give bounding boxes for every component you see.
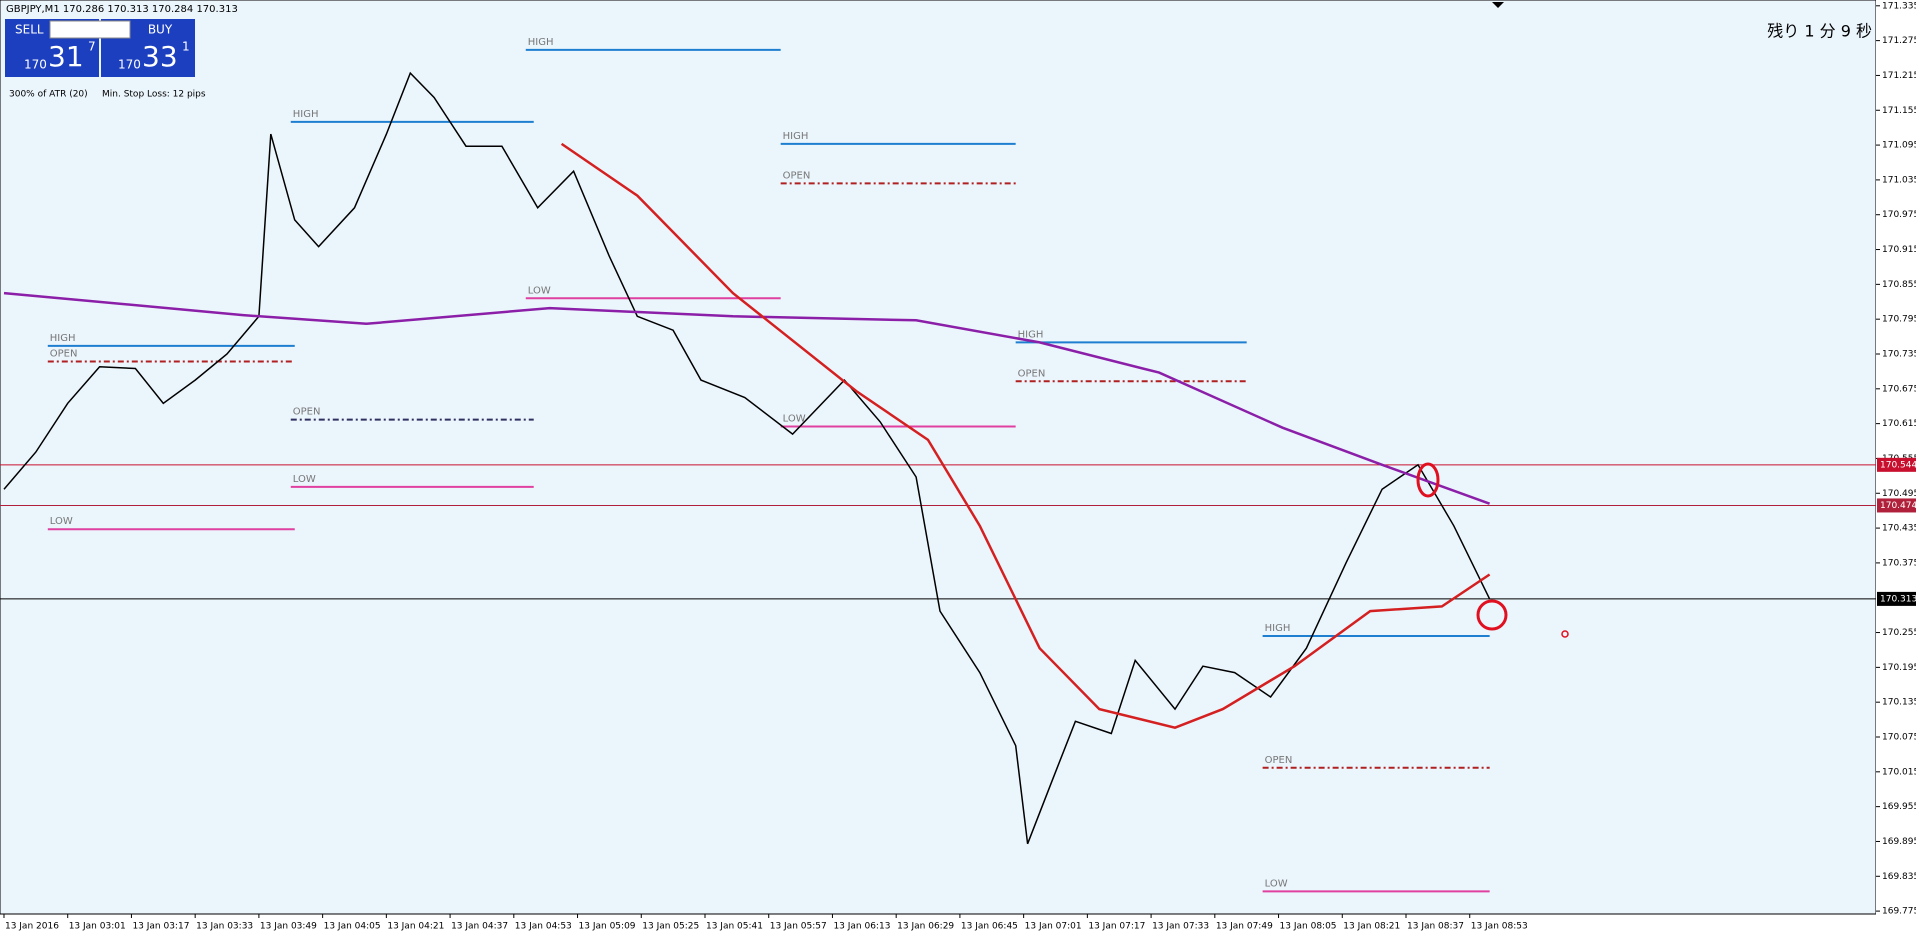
x-tick-label: 13 Jan 04:53 bbox=[515, 922, 572, 932]
x-tick-label: 13 Jan 03:17 bbox=[132, 922, 189, 932]
level-label: OPEN bbox=[50, 349, 78, 360]
level-label: HIGH bbox=[50, 333, 76, 344]
level-label: HIGH bbox=[1265, 623, 1291, 634]
y-tick-label: 170.855 bbox=[1882, 280, 1916, 290]
y-tick-label: 170.015 bbox=[1882, 767, 1916, 777]
level-label: OPEN bbox=[783, 170, 811, 181]
bar-timer: 残り 1 分 9 秒 bbox=[1767, 22, 1872, 41]
trade-panel: SELL 1.00 BUY 170 31 7 170 33 1 bbox=[5, 19, 195, 77]
price-tag-label: 170.544 bbox=[1880, 460, 1916, 470]
stop-info: Min. Stop Loss: 12 pips bbox=[102, 90, 206, 100]
x-tick-label: 13 Jan 08:53 bbox=[1471, 922, 1528, 932]
buy-label: BUY bbox=[148, 23, 173, 37]
y-tick-label: 170.495 bbox=[1882, 489, 1916, 499]
y-tick-label: 170.675 bbox=[1882, 384, 1916, 394]
y-tick-label: 170.075 bbox=[1882, 733, 1916, 743]
price-tag bbox=[1877, 457, 1916, 472]
y-tick-label: 171.155 bbox=[1882, 106, 1916, 116]
x-tick-label: 13 Jan 05:57 bbox=[770, 922, 827, 932]
y-tick-label: 170.615 bbox=[1882, 419, 1916, 429]
sell-price-fraction: 7 bbox=[88, 40, 96, 54]
y-tick-label: 170.915 bbox=[1882, 245, 1916, 255]
level-label: OPEN bbox=[1265, 755, 1293, 766]
y-tick-label: 170.435 bbox=[1882, 524, 1916, 534]
x-tick-label: 13 Jan 08:21 bbox=[1343, 922, 1400, 932]
level-label: HIGH bbox=[1018, 329, 1044, 340]
level-label: HIGH bbox=[293, 109, 319, 120]
sell-price-pips: 31 bbox=[48, 40, 84, 73]
highlight-circle bbox=[1476, 599, 1508, 631]
y-tick-label: 169.775 bbox=[1882, 907, 1916, 917]
level-label: HIGH bbox=[783, 131, 809, 142]
x-tick-label: 13 Jan 2016 bbox=[5, 922, 59, 932]
level-label: HIGH bbox=[528, 37, 554, 48]
y-tick-label: 169.955 bbox=[1882, 802, 1916, 812]
series-line bbox=[560, 142, 1491, 730]
price-tag-label: 170.474 bbox=[1880, 501, 1916, 511]
marks: HIGH HIGH HIGH HIGH HIGH HIGH LOW LOW LOW LOW LOW O… bbox=[0, 37, 1876, 893]
buy-price-pips: 33 bbox=[142, 40, 178, 73]
x-tick-label: 13 Jan 03:01 bbox=[69, 922, 126, 932]
level-label: OPEN bbox=[1018, 368, 1046, 379]
buy-price-big: 170 bbox=[118, 58, 141, 72]
x-tick-label: 13 Jan 04:05 bbox=[324, 922, 381, 932]
x-tick-label: 13 Jan 07:01 bbox=[1025, 922, 1082, 932]
y-tick-label: 170.135 bbox=[1882, 698, 1916, 708]
y-tick-label: 170.255 bbox=[1882, 628, 1916, 638]
symbol-line: GBPJPY,M1 170.286 170.313 170.284 170.31… bbox=[6, 4, 238, 15]
x-tick-label: 13 Jan 05:25 bbox=[642, 922, 699, 932]
y-tick-label: 171.275 bbox=[1882, 36, 1916, 46]
x-tick-label: 13 Jan 06:13 bbox=[833, 922, 890, 932]
shift-marker bbox=[1492, 2, 1504, 8]
x-tick-label: 13 Jan 08:05 bbox=[1280, 922, 1337, 932]
x-tick-label: 13 Jan 05:41 bbox=[706, 922, 763, 932]
y-tick-label: 170.795 bbox=[1882, 315, 1916, 325]
y-tick-label: 170.975 bbox=[1882, 210, 1916, 220]
marker-dot bbox=[1561, 630, 1569, 638]
x-tick-label: 13 Jan 03:33 bbox=[196, 922, 253, 932]
sell-price-big: 170 bbox=[24, 58, 47, 72]
y-tick-label: 170.735 bbox=[1882, 349, 1916, 359]
atr-info: 300% of ATR (20) bbox=[9, 90, 88, 100]
x-tick-label: 13 Jan 04:21 bbox=[387, 922, 444, 932]
price-tag bbox=[1877, 498, 1916, 513]
level-label: OPEN bbox=[293, 407, 321, 418]
buy-price-fraction: 1 bbox=[182, 40, 190, 54]
highlight-circle bbox=[1416, 462, 1440, 498]
y-tick-label: 171.335 bbox=[1882, 1, 1916, 11]
lot-size: 1.00 bbox=[98, 23, 125, 37]
level-label: LOW bbox=[293, 474, 316, 485]
y-tick-label: 169.835 bbox=[1882, 872, 1916, 882]
lot-input[interactable] bbox=[49, 20, 131, 39]
x-tick-label: 13 Jan 07:33 bbox=[1152, 922, 1209, 932]
price-tag bbox=[1877, 591, 1916, 606]
level-label: LOW bbox=[1265, 878, 1288, 889]
sell-label: SELL bbox=[15, 23, 44, 37]
x-tick-label: 13 Jan 08:37 bbox=[1407, 922, 1464, 932]
x-tick-label: 13 Jan 06:29 bbox=[897, 922, 954, 932]
x-tick-label: 13 Jan 06:45 bbox=[961, 922, 1018, 932]
x-tick-label: 13 Jan 07:49 bbox=[1216, 922, 1273, 932]
y-tick-label: 171.035 bbox=[1882, 175, 1916, 185]
y-tick-label: 170.375 bbox=[1882, 558, 1916, 568]
x-tick-label: 13 Jan 05:09 bbox=[579, 922, 636, 932]
series-line bbox=[3, 71, 1491, 845]
y-tick-label: 171.215 bbox=[1882, 71, 1916, 81]
level-label: LOW bbox=[50, 516, 73, 527]
x-tick-label: 13 Jan 04:37 bbox=[451, 922, 508, 932]
x-tick-label: 13 Jan 07:17 bbox=[1088, 922, 1145, 932]
series-line bbox=[3, 291, 1491, 505]
level-label: LOW bbox=[783, 414, 806, 425]
y-tick-label: 171.095 bbox=[1882, 141, 1916, 151]
y-tick-label: 170.195 bbox=[1882, 663, 1916, 673]
level-label: LOW bbox=[528, 285, 551, 296]
price-tag-label: 170.313 bbox=[1880, 594, 1916, 604]
x-tick-label: 13 Jan 03:49 bbox=[260, 922, 317, 932]
y-tick-label: 169.895 bbox=[1882, 837, 1916, 847]
